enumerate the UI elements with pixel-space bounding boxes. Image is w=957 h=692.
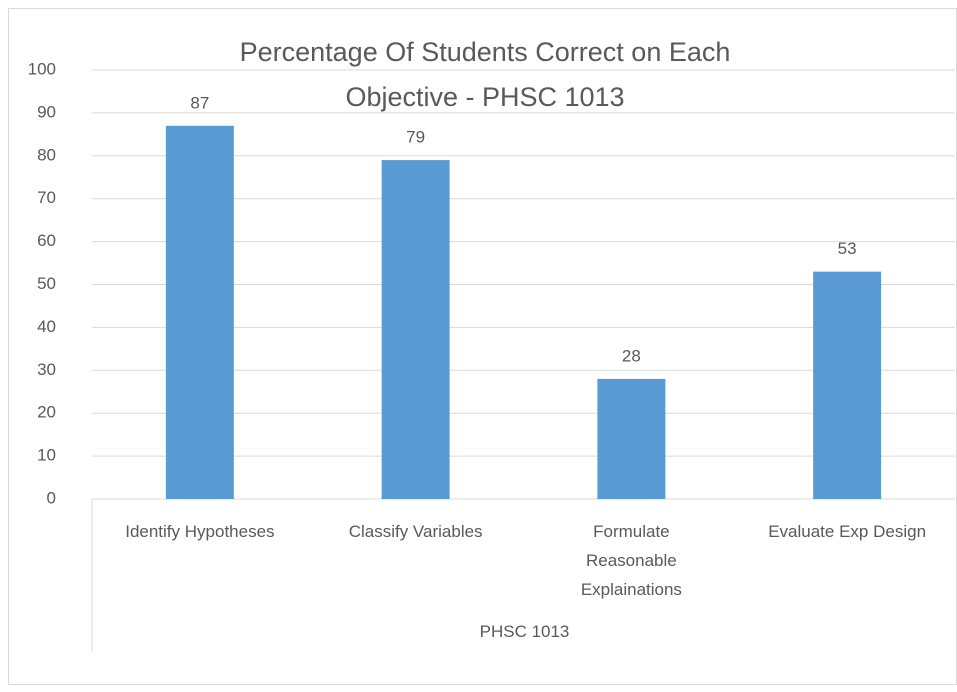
y-tick-label: 100: [28, 59, 56, 78]
y-tick-label: 90: [37, 102, 56, 121]
y-tick-label: 70: [37, 188, 56, 207]
y-tick-label: 0: [47, 488, 56, 507]
data-label: 87: [190, 93, 209, 112]
data-label: 53: [838, 239, 857, 258]
y-tick-label: 10: [37, 446, 56, 465]
bar: [597, 378, 666, 499]
y-tick-label: 60: [37, 231, 56, 250]
bar: [813, 271, 882, 499]
y-tick-label: 50: [37, 274, 56, 293]
x-tick-label: Classify Variables: [348, 522, 483, 541]
bar: [165, 125, 234, 500]
data-label: 28: [622, 346, 641, 365]
data-label: 79: [406, 128, 425, 147]
x-tick-label: Evaluate Exp Design: [768, 522, 927, 541]
y-tick-label: 40: [37, 317, 56, 336]
x-tick-label: Identify Hypotheses: [125, 522, 275, 541]
y-tick-label: 20: [37, 403, 56, 422]
group-label: PHSC 1013: [479, 622, 570, 641]
x-tick-label: Formulate Reasonable Explainations: [580, 522, 682, 599]
y-tick-label: 80: [37, 145, 56, 164]
chart-title: Percentage Of Students Correct on Each O…: [239, 37, 731, 112]
bar: [381, 160, 450, 499]
y-tick-label: 30: [37, 360, 56, 379]
